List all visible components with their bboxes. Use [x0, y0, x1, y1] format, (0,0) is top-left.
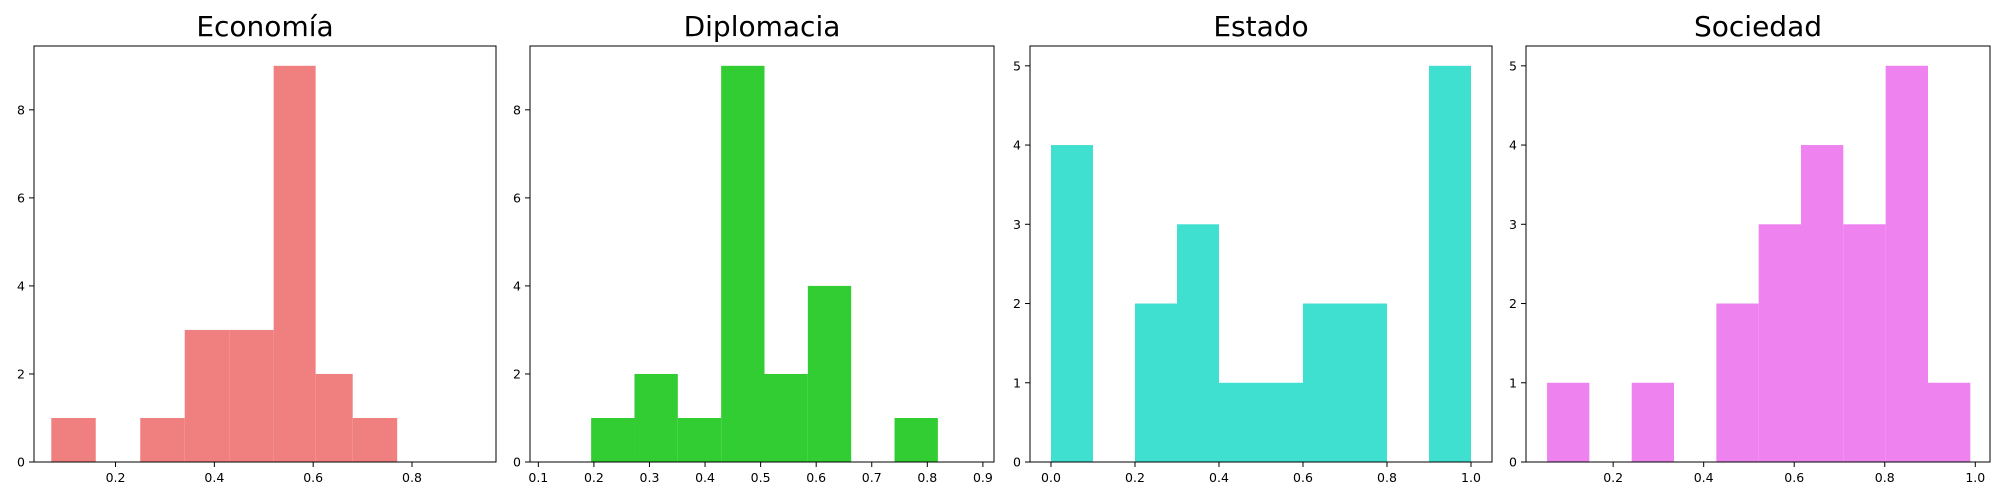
y-tick-label: 8 [513, 102, 521, 117]
histogram-bar [1051, 145, 1093, 463]
histogram-bar [273, 65, 316, 463]
axes-frame [529, 45, 995, 463]
histogram-bar [1885, 65, 1928, 463]
x-tick-label: 0.4 [204, 470, 224, 485]
y-tick-label: 5 [1013, 58, 1021, 73]
histogram-bar [807, 285, 852, 462]
x-tick-label: 0.2 [1125, 470, 1145, 485]
axes-frame [1525, 45, 1991, 463]
axes-frame [1029, 45, 1493, 463]
y-tick-label: 4 [17, 278, 25, 293]
x-tick-label: 0.3 [640, 470, 660, 485]
panel-title: Sociedad [1694, 10, 1822, 43]
x-tick-label: 0.2 [106, 470, 126, 485]
histogram-bar [1345, 303, 1387, 462]
y-tick-label: 6 [17, 190, 25, 205]
x-tick-label: 1.0 [1461, 470, 1481, 485]
y-tick-label: 2 [1013, 296, 1021, 311]
histogram-bar [591, 417, 635, 462]
histogram-bar [894, 417, 938, 462]
y-tick-label: 2 [1509, 296, 1517, 311]
histogram-bar [1177, 224, 1219, 462]
histogram-bar [1219, 382, 1261, 462]
histogram-bar [1843, 224, 1886, 462]
histogram-panel: Diplomacia 0.1 0.2 0.3 0.4 0.5 0.6 0.7 0.8 0.9 0 2 4… [513, 10, 995, 485]
histogram-bar [229, 329, 274, 462]
y-tick-label: 3 [1013, 217, 1021, 232]
histogram-panel: Economía 0.2 0.4 0.6 0.8 0 2 4 6 8 [17, 10, 497, 485]
x-tick-label: 0.4 [1209, 470, 1229, 485]
y-tick-label: 8 [17, 102, 25, 117]
histogram-bar [51, 417, 96, 462]
histogram-bar [1801, 145, 1844, 463]
y-tick-label: 4 [1509, 138, 1517, 153]
histogram-bar [764, 373, 808, 462]
y-tick-label: 6 [513, 190, 521, 205]
y-tick-label: 2 [513, 366, 521, 381]
y-tick-label: 4 [1013, 138, 1021, 153]
panel-title: Economía [196, 10, 333, 43]
x-tick-label: 0.9 [973, 470, 993, 485]
histogram-bar [1927, 382, 1971, 462]
y-tick-label: 0 [513, 455, 521, 470]
x-tick-label: 0.2 [584, 470, 604, 485]
x-tick-label: 0.6 [1293, 470, 1313, 485]
x-tick-label: 0.8 [1875, 470, 1895, 485]
y-tick-label: 0 [1013, 455, 1021, 470]
x-tick-label: 0.5 [751, 470, 771, 485]
x-tick-label: 0.2 [1603, 470, 1623, 485]
histogram-bar [1429, 65, 1471, 463]
histogram-bar [1303, 303, 1345, 462]
x-tick-label: 0.8 [917, 470, 937, 485]
x-tick-label: 0.4 [1694, 470, 1714, 485]
histogram-bar [677, 417, 722, 462]
x-tick-label: 0.1 [528, 470, 548, 485]
y-tick-label: 1 [1013, 375, 1021, 390]
y-tick-label: 2 [17, 366, 25, 381]
y-tick-label: 1 [1509, 375, 1517, 390]
histogram-bar [634, 373, 678, 462]
histogram-panel: Sociedad 0.2 0.4 0.6 0.8 1.0 0 1 2 3 4 5 [1509, 10, 1991, 485]
panel-title: Estado [1213, 10, 1308, 43]
x-tick-label: 0.7 [862, 470, 882, 485]
histogram-bar [1261, 382, 1303, 462]
x-tick-label: 0.4 [695, 470, 715, 485]
x-tick-label: 0.0 [1041, 470, 1061, 485]
histogram-bar [315, 373, 353, 462]
x-tick-label: 0.6 [303, 470, 323, 485]
histogram-bar [1547, 382, 1590, 462]
x-tick-label: 1.0 [1965, 470, 1985, 485]
y-tick-label: 3 [1509, 217, 1517, 232]
histogram-bar [1716, 303, 1759, 462]
histogram-bar [352, 417, 398, 462]
panel-title: Diplomacia [684, 10, 841, 43]
histogram-bar [1758, 224, 1802, 462]
x-tick-label: 0.6 [1784, 470, 1804, 485]
y-tick-label: 5 [1509, 58, 1517, 73]
histogram-bar [140, 417, 185, 462]
y-tick-label: 0 [1509, 455, 1517, 470]
histogram-bar [184, 329, 230, 462]
histogram-bar [721, 65, 765, 463]
x-tick-label: 0.8 [1377, 470, 1397, 485]
histogram-bar [1631, 382, 1675, 462]
y-tick-label: 4 [513, 278, 521, 293]
x-tick-label: 0.8 [402, 470, 422, 485]
histogram-bar [1135, 303, 1177, 462]
histogram-panel: Estado 0.0 0.2 0.4 0.6 0.8 1.0 0 1 2 3 4 5 [1013, 10, 1493, 485]
x-tick-label: 0.6 [806, 470, 826, 485]
y-tick-label: 0 [17, 455, 25, 470]
axes-frame [33, 45, 497, 463]
